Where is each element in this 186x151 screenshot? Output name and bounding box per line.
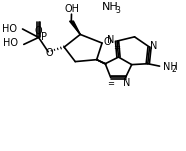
Text: NH: NH	[102, 2, 118, 12]
Text: 2: 2	[171, 65, 176, 74]
Text: =: =	[113, 43, 120, 52]
Text: 3: 3	[115, 6, 120, 15]
Text: NH: NH	[163, 62, 178, 72]
Text: O: O	[103, 37, 111, 47]
Text: OH: OH	[64, 4, 79, 14]
Text: P: P	[41, 32, 47, 42]
Text: =: =	[107, 79, 114, 88]
Text: N: N	[150, 41, 158, 51]
Text: N: N	[123, 78, 130, 88]
Text: N: N	[108, 35, 115, 45]
Text: O: O	[35, 26, 42, 36]
Polygon shape	[70, 21, 80, 34]
Polygon shape	[97, 60, 107, 64]
Text: HO: HO	[3, 38, 18, 48]
Text: HO: HO	[2, 24, 17, 34]
Text: O: O	[45, 48, 53, 58]
